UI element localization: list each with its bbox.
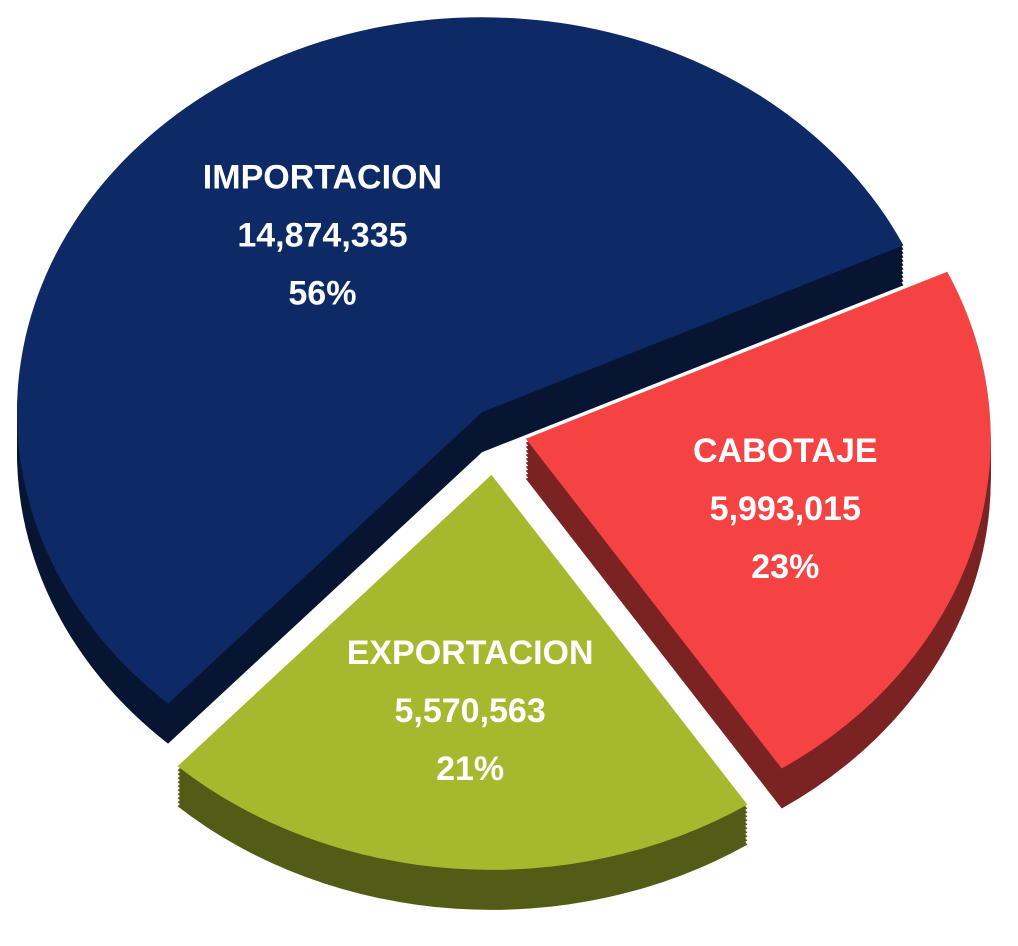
slice-percentage: 21% [436, 750, 504, 788]
slice [177, 474, 748, 870]
slice-value: 5,993,015 [710, 490, 861, 528]
slice [525, 271, 991, 769]
slice-value: 14,874,335 [237, 217, 407, 255]
slice-percentage: 56% [288, 275, 356, 313]
slice-category: EXPORTACION [347, 634, 594, 672]
slice-category: CABOTAJE [693, 432, 878, 470]
slice [16, 17, 904, 704]
slice-percentage: 23% [751, 548, 819, 586]
slice-value: 5,570,563 [394, 692, 545, 730]
slice-category: IMPORTACION [203, 159, 442, 197]
